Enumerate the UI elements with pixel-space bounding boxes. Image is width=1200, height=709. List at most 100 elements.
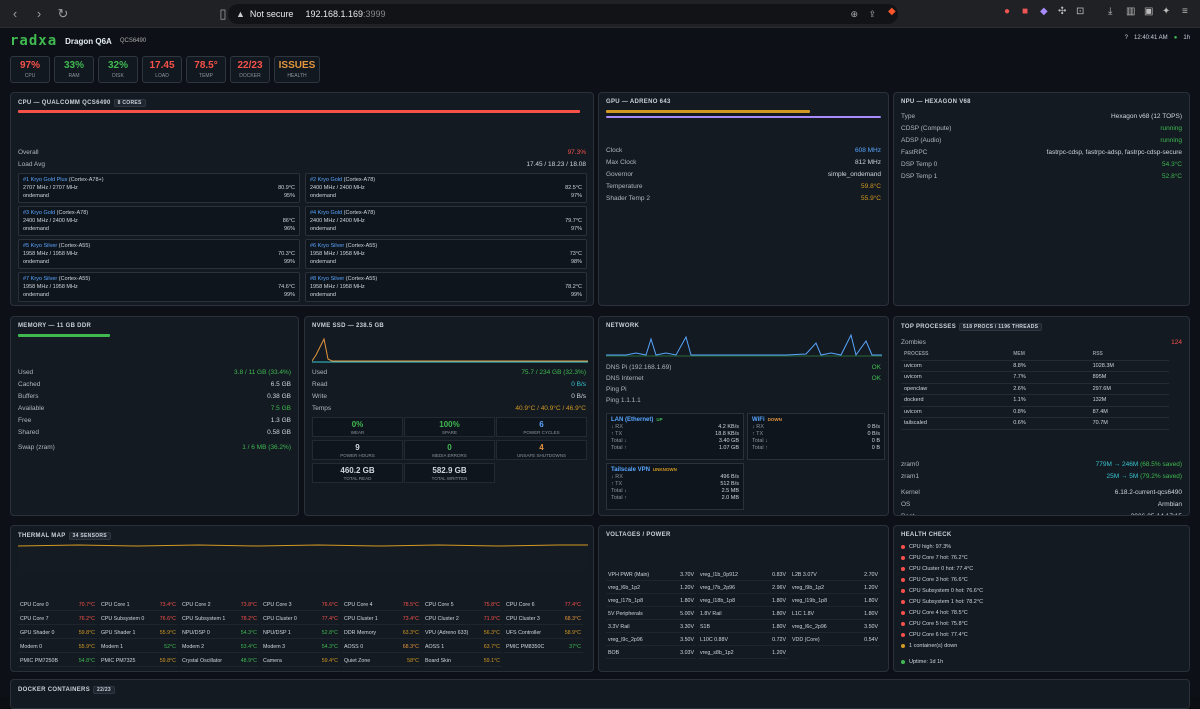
header-status: ? 12:40:41 AM ● 1h [1125, 35, 1190, 41]
voltage-cell: vreg_s8b_1p2 1.20V [698, 648, 788, 659]
nvme-tile: 4 UNSAFE SHUTDOWNS [496, 440, 587, 460]
voltage-name: 1.8V Rail [700, 611, 722, 617]
npu-label: CDSP (Compute) [901, 124, 952, 132]
sidebar-icon[interactable]: ▥ [1126, 6, 1136, 17]
voltage-cell: vreg_l17b_1p8 1.80V [606, 596, 696, 607]
voltage-cell: vreg_l1b_0p912 0.83V [698, 570, 788, 581]
voltage-cell: VDD (Core) 0.54V [790, 635, 880, 646]
extension-icon[interactable]: ● [1004, 6, 1011, 17]
voltage-cell: vreg_l18b_1p8 1.80V [698, 596, 788, 607]
tile-value: 582.9 GB [432, 466, 467, 475]
sensor-temp: 53.4°C [240, 644, 257, 650]
extension-icon[interactable]: ⊡ [1076, 6, 1085, 17]
npu-value: 54.3°C [1162, 160, 1182, 168]
help-icon[interactable]: ? [1124, 35, 1128, 41]
voltage-name: VDD (Core) [792, 637, 820, 643]
nvme-io-graph [312, 337, 588, 363]
metric-label: HEALTH [287, 73, 307, 79]
sensor-cell: GPU Shader 1 55.9°C [99, 628, 178, 639]
core-card: #4 Kryo Gold (Cortex-A78) 2400 MHz / 2400… [305, 206, 587, 236]
extension-icon[interactable]: ◆ [1040, 6, 1048, 17]
address-bar[interactable]: ▲ Not secure 192.168.1.169 :3999 ⊕ ⇪ [228, 4, 898, 24]
sensor-name: CPU Core 5 [425, 602, 454, 608]
sensor-temp: 63.7°C [483, 644, 500, 650]
extension-icon[interactable]: ■ [1022, 6, 1029, 17]
uptime-short: 1h [1183, 35, 1190, 41]
health-item: 1 container(s) down [901, 643, 957, 649]
sensor-temp: 70.7°C [78, 602, 95, 608]
sensor-cell: CPU Cluster 3 68.3°C [504, 614, 583, 625]
sensor-cell: CPU Subsystem 1 78.2°C [180, 614, 259, 625]
nvme-label: Write [312, 392, 328, 400]
download-icon[interactable]: ⤓ [1108, 6, 1113, 17]
network-label: DNS Pi (192.168.1.69) [606, 363, 672, 371]
voltage-cell: 3.3V Rail 3.30V [606, 622, 696, 633]
memory-label: Free [18, 416, 32, 424]
gpu-label: Shader Temp 2 [606, 194, 650, 202]
health-item: CPU Core 5 hot: 75.8°C [901, 621, 968, 627]
health-dot-icon [901, 578, 905, 582]
core-arch: (Cortex-A78) [343, 210, 376, 216]
share-icon[interactable]: ⇪ [868, 8, 876, 19]
iface-rx-value: 496 B/s [720, 474, 739, 480]
npu-row: CDSP (Compute) running [901, 123, 1182, 133]
npu-row: FastRPC fastrpc-cdsp, fastrpc-adsp, fastr… [901, 147, 1182, 157]
menu-icon[interactable]: ≡ [1182, 6, 1188, 17]
network-graph [606, 333, 882, 357]
puzzle-icon[interactable]: ✣ [1058, 6, 1067, 17]
sensor-cell: GPU Shader 0 59.8°C [18, 628, 97, 639]
brave-shield-icon[interactable]: ◆ [888, 6, 896, 17]
docker-badge: 22/23 [93, 686, 116, 694]
memory-label: Shared [18, 428, 39, 436]
health-text: CPU Core 7 hot: 76.2°C [909, 555, 968, 561]
browser-toolbar: ‹ › ↻ ▯ ▲ Not secure 192.168.1.169 :3999… [0, 0, 1200, 28]
sensor-temp: 73.8°C [240, 602, 257, 608]
sensor-name: CPU Core 0 [20, 602, 49, 608]
system-row: Kernel 6.18.2-current-qcs6490 [901, 487, 1182, 497]
sensor-cell: Quiet Zone 58°C [342, 656, 421, 667]
process-cell: 2.6% [1013, 385, 1026, 392]
zoom-icon[interactable]: ⊕ [850, 8, 858, 19]
core-freq: 1958 MHz / 1958 MHz [310, 251, 365, 257]
core-governor: ondemand [23, 259, 49, 265]
core-temp: 78.2°C [565, 284, 582, 290]
voltage-name: L2B 3.07V [792, 572, 817, 578]
core-arch: (Cortex-A55) [345, 243, 378, 249]
tile-label: TOTAL WRITTEN [431, 476, 468, 481]
sensor-cell: CPU Core 1 73.4°C [99, 600, 178, 611]
core-name: #6 Kryo Silver [310, 243, 345, 249]
bookmark-icon[interactable]: ▯ [219, 5, 227, 21]
iface-trx-label: Total ↓ [611, 488, 627, 494]
processes-badge: 518 PROCS / 1196 THREADS [959, 323, 1043, 331]
wallet-icon[interactable]: ▣ [1144, 6, 1154, 17]
tile-value: 9 [355, 443, 360, 452]
process-row: uvicorn 7.7% 895M [901, 372, 1169, 384]
sensor-name: PMIC PM7325 [101, 658, 136, 664]
back-icon[interactable]: ‹ [12, 6, 18, 21]
metric-value: ISSUES [278, 60, 316, 71]
gpu-value: 608 MHz [854, 146, 881, 154]
core-arch: (Cortex-A78) [343, 177, 376, 183]
voltage-value: 3.30V [680, 624, 694, 630]
voltage-value: 1.20V [680, 585, 694, 591]
memory-label: Buffers [18, 392, 39, 400]
memory-row: Cached 6.5 GB [18, 379, 291, 389]
leo-icon[interactable]: ✦ [1162, 6, 1171, 17]
iface-name: Tailscale VPN [611, 467, 650, 473]
metric-cpu: 97% CPU [10, 56, 50, 83]
sensor-temp: 77.4°C [564, 602, 581, 608]
health-dot-icon [901, 545, 905, 549]
forward-icon[interactable]: › [36, 6, 42, 21]
sensor-temp: 77.4°C [321, 616, 338, 622]
nvme-value: 0 B/s [571, 380, 586, 388]
voltage-value: 1.80V [864, 611, 878, 617]
voltage-cell: vreg_l19b_1p8 1.80V [790, 596, 880, 607]
sensor-temp: 78.5°C [402, 602, 419, 608]
iface-rx-value: 4.2 KB/s [718, 424, 739, 430]
system-label: Kernel [901, 488, 920, 496]
network-panel: NETWORK DNS Pi (192.168.1.69) OK DNS Inter… [598, 316, 889, 516]
reload-icon[interactable]: ↻ [57, 5, 69, 21]
metric-label: TEMP [199, 73, 213, 79]
memory-title: MEMORY — 11 GB DDR [18, 323, 92, 329]
health-text: CPU Core 5 hot: 75.8°C [909, 621, 968, 627]
